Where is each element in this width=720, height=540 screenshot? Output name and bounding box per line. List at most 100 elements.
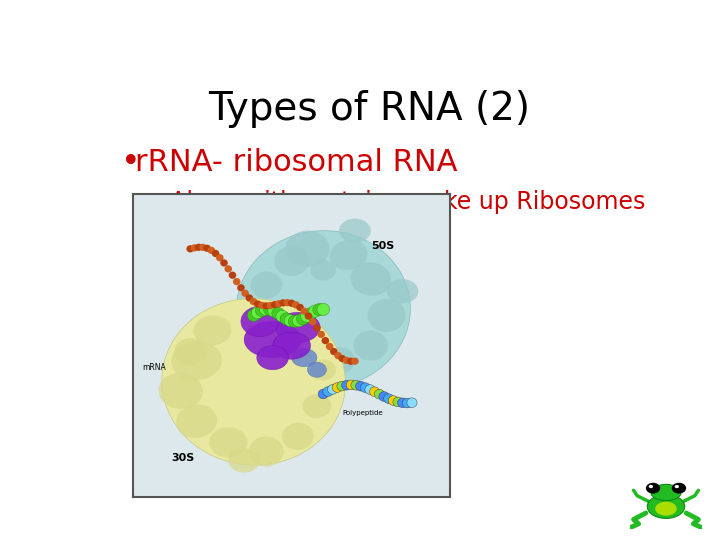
Circle shape bbox=[256, 305, 268, 316]
Ellipse shape bbox=[387, 279, 418, 303]
Circle shape bbox=[279, 299, 287, 307]
Circle shape bbox=[365, 384, 375, 394]
Circle shape bbox=[300, 308, 308, 315]
Circle shape bbox=[313, 325, 320, 332]
Circle shape bbox=[369, 387, 379, 396]
Circle shape bbox=[397, 398, 408, 408]
Circle shape bbox=[330, 348, 338, 355]
Circle shape bbox=[337, 381, 347, 391]
Text: mRNA: mRNA bbox=[143, 363, 166, 372]
Circle shape bbox=[247, 309, 260, 321]
Circle shape bbox=[374, 389, 384, 399]
Circle shape bbox=[332, 383, 342, 393]
Ellipse shape bbox=[257, 346, 289, 370]
Circle shape bbox=[254, 300, 261, 308]
Circle shape bbox=[313, 303, 325, 316]
Ellipse shape bbox=[158, 373, 203, 409]
Ellipse shape bbox=[162, 299, 346, 465]
Circle shape bbox=[229, 272, 236, 279]
Circle shape bbox=[199, 244, 207, 251]
Circle shape bbox=[264, 303, 276, 316]
Circle shape bbox=[292, 301, 300, 308]
Text: rRNA- ribosomal RNA: rRNA- ribosomal RNA bbox=[135, 148, 457, 177]
Circle shape bbox=[317, 303, 330, 315]
Circle shape bbox=[203, 245, 211, 252]
Ellipse shape bbox=[282, 423, 314, 450]
Circle shape bbox=[356, 381, 366, 391]
Text: Polypeptide: Polypeptide bbox=[342, 410, 383, 416]
Ellipse shape bbox=[323, 347, 355, 374]
Circle shape bbox=[191, 244, 198, 252]
Circle shape bbox=[250, 298, 257, 305]
Ellipse shape bbox=[251, 272, 282, 299]
Circle shape bbox=[225, 265, 232, 273]
Circle shape bbox=[318, 330, 325, 338]
Ellipse shape bbox=[249, 436, 284, 467]
Ellipse shape bbox=[276, 312, 320, 342]
Circle shape bbox=[305, 313, 312, 320]
Circle shape bbox=[323, 387, 333, 396]
Text: •: • bbox=[121, 146, 140, 179]
Circle shape bbox=[388, 396, 398, 406]
Circle shape bbox=[207, 247, 215, 254]
Circle shape bbox=[351, 380, 361, 390]
Circle shape bbox=[251, 307, 264, 319]
Circle shape bbox=[195, 244, 202, 251]
Circle shape bbox=[384, 394, 394, 403]
Ellipse shape bbox=[271, 334, 300, 357]
Circle shape bbox=[318, 389, 328, 399]
Circle shape bbox=[241, 289, 249, 297]
Text: Types of RNA (2): Types of RNA (2) bbox=[208, 90, 530, 128]
Ellipse shape bbox=[273, 332, 310, 359]
Circle shape bbox=[258, 302, 266, 309]
Circle shape bbox=[360, 383, 370, 393]
Circle shape bbox=[402, 398, 413, 408]
Circle shape bbox=[338, 355, 346, 362]
Circle shape bbox=[259, 303, 272, 315]
Circle shape bbox=[271, 301, 279, 308]
Circle shape bbox=[347, 357, 354, 365]
Circle shape bbox=[233, 278, 240, 285]
Circle shape bbox=[351, 357, 359, 365]
Circle shape bbox=[288, 300, 295, 307]
Circle shape bbox=[216, 254, 224, 261]
Circle shape bbox=[186, 245, 194, 253]
Circle shape bbox=[326, 343, 333, 350]
Circle shape bbox=[379, 392, 389, 401]
Text: 30S: 30S bbox=[171, 453, 194, 463]
Circle shape bbox=[334, 352, 342, 359]
Ellipse shape bbox=[236, 231, 410, 388]
Circle shape bbox=[212, 250, 220, 257]
Circle shape bbox=[268, 305, 280, 317]
Ellipse shape bbox=[647, 495, 685, 518]
Circle shape bbox=[346, 380, 356, 390]
Circle shape bbox=[280, 313, 293, 325]
Ellipse shape bbox=[292, 349, 317, 367]
Ellipse shape bbox=[310, 259, 336, 281]
Circle shape bbox=[393, 397, 403, 407]
Circle shape bbox=[272, 307, 284, 320]
Circle shape bbox=[309, 305, 321, 317]
Circle shape bbox=[288, 315, 301, 327]
Circle shape bbox=[343, 357, 351, 364]
Circle shape bbox=[246, 294, 253, 301]
Circle shape bbox=[220, 259, 228, 267]
Circle shape bbox=[309, 318, 317, 325]
Ellipse shape bbox=[274, 246, 309, 276]
Ellipse shape bbox=[241, 306, 279, 336]
Ellipse shape bbox=[285, 231, 330, 267]
Circle shape bbox=[646, 483, 660, 494]
Circle shape bbox=[407, 398, 417, 408]
Ellipse shape bbox=[651, 484, 681, 501]
Circle shape bbox=[276, 310, 289, 322]
Ellipse shape bbox=[330, 240, 367, 270]
Ellipse shape bbox=[351, 262, 391, 296]
Ellipse shape bbox=[354, 330, 388, 361]
Ellipse shape bbox=[244, 321, 301, 357]
Ellipse shape bbox=[339, 219, 371, 243]
Circle shape bbox=[341, 380, 351, 390]
Circle shape bbox=[300, 310, 313, 322]
Circle shape bbox=[284, 315, 297, 327]
Circle shape bbox=[322, 337, 329, 345]
Circle shape bbox=[275, 300, 283, 307]
